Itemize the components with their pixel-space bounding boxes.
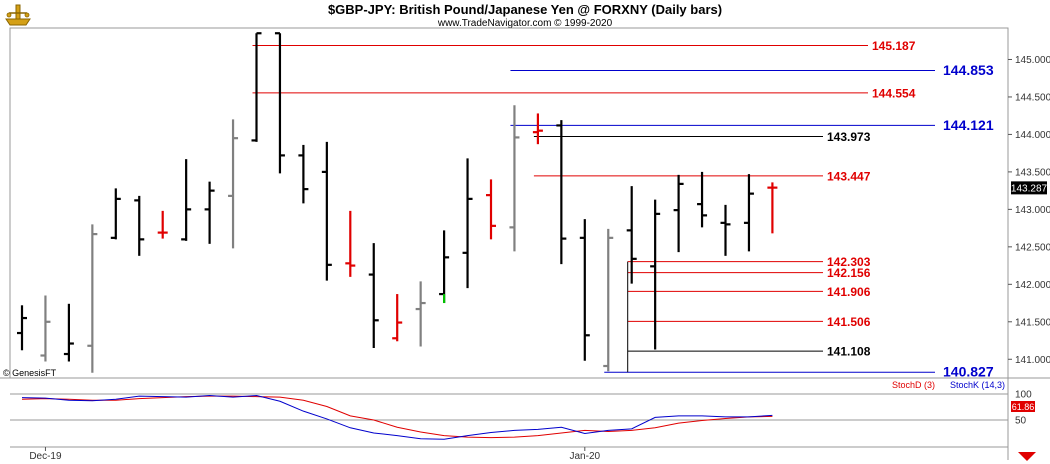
- level-label: 145.187: [872, 39, 916, 53]
- stoch-axis-label: 100: [1015, 390, 1032, 401]
- stoch-axis-label: 50: [1015, 416, 1027, 427]
- x-axis-labels: Dec-19 Jan-20: [29, 447, 601, 462]
- price-axis-label: 145.000: [1015, 55, 1050, 66]
- price-axis-label: 142.000: [1015, 280, 1050, 291]
- level-label: 141.506: [827, 315, 871, 329]
- last-price-label: 143.287: [1011, 183, 1048, 194]
- app-logo-icon[interactable]: [5, 4, 31, 26]
- level-label: 143.973: [827, 130, 871, 144]
- level-label: 144.554: [872, 86, 916, 100]
- price-axis-label: 142.500: [1015, 242, 1050, 253]
- x-axis-label: Dec-19: [29, 451, 62, 462]
- stochk-legend: StochK (14,3): [950, 380, 1005, 390]
- price-axis-label: 143.000: [1015, 205, 1050, 216]
- ohlc-bars: [17, 32, 778, 373]
- stoch-last-label: 61.86: [1012, 402, 1035, 412]
- level-label: 144.853: [943, 62, 994, 78]
- last-price-tag: [1011, 181, 1047, 195]
- x-axis-label: Jan-20: [570, 451, 601, 462]
- level-label: 141.108: [827, 345, 871, 359]
- stochd-legend: StochD (3): [892, 380, 935, 390]
- price-axis: 145.000 144.500 144.000 143.500 143.000 142.5…: [1008, 55, 1050, 366]
- chart-subtitle: www.TradeNavigator.com © 1999-2020: [437, 18, 613, 29]
- scroll-right-arrow-icon[interactable]: [1018, 452, 1036, 461]
- level-label: 144.121: [943, 117, 994, 133]
- price-axis-label: 141.000: [1015, 355, 1050, 366]
- price-axis-label: 141.500: [1015, 317, 1050, 328]
- price-axis-label: 143.500: [1015, 167, 1050, 178]
- price-axis-label: 144.500: [1015, 92, 1050, 103]
- price-axis-label: 144.000: [1015, 130, 1050, 141]
- stochastic-pane: 100 50: [10, 390, 1032, 440]
- level-label: 140.827: [943, 364, 994, 380]
- stoch-last-tag: [1011, 401, 1035, 412]
- stoch-line-red: [21, 395, 773, 439]
- level-label: 142.303: [827, 255, 871, 269]
- copyright-label: © GenesisFT: [3, 368, 57, 378]
- level-lines: 145.187 144.853 144.554 144.121 143.973 143.4…: [252, 39, 994, 380]
- level-label: 142.156: [827, 266, 871, 280]
- level-label: 141.906: [827, 285, 871, 299]
- level-label: 143.447: [827, 169, 871, 183]
- stoch-line-blue: [21, 395, 773, 440]
- chart-title: $GBP-JPY: British Pound/Japanese Yen @ F…: [328, 2, 722, 17]
